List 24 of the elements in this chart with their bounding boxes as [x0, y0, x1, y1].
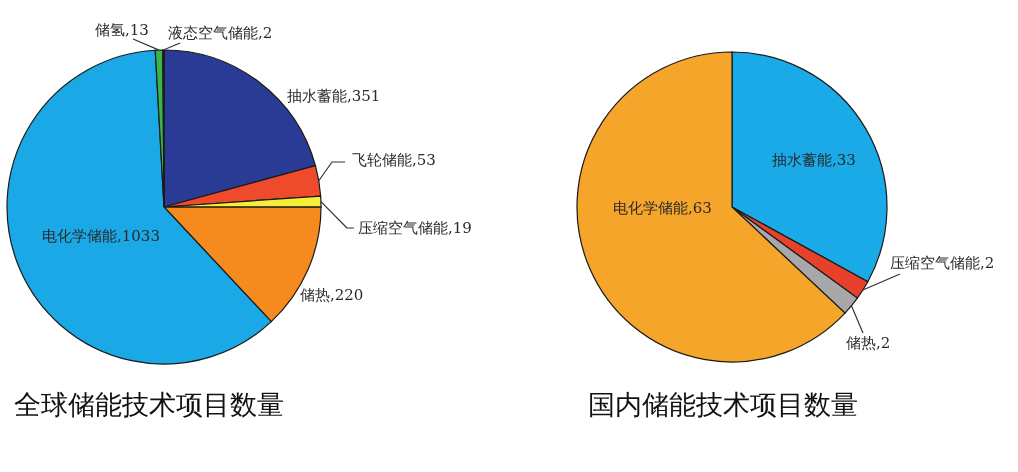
data-label: ,1033 — [117, 227, 160, 245]
slice-label: 抽水蓄能 — [772, 151, 832, 169]
data-label: ,13 — [125, 21, 149, 39]
data-label: ,2 — [258, 24, 273, 42]
data-label: ,19 — [448, 219, 472, 237]
slice-label: 液态空气储能 — [168, 24, 258, 42]
slice-label: 抽水蓄能 — [287, 87, 347, 105]
slice-label: 储氢 — [95, 21, 125, 39]
text: 国内储能技术项目数量 — [588, 388, 858, 422]
text: 全球储能技术项目数量 — [14, 388, 284, 422]
slice-label: 储热 — [846, 334, 876, 352]
slice-label: 电化学储能 — [42, 227, 117, 245]
data-label: ,63 — [688, 199, 712, 217]
data-label: ,33 — [832, 151, 856, 169]
data-label: ,220 — [330, 286, 364, 304]
slice-label: 电化学储能 — [613, 199, 688, 217]
data-label: ,2 — [980, 254, 995, 272]
slice-label: 储热 — [300, 286, 330, 304]
data-label: ,351 — [347, 87, 381, 105]
slice-label: 压缩空气储能 — [358, 219, 448, 237]
slice-label: 飞轮储能 — [352, 151, 412, 169]
data-label: ,2 — [876, 334, 891, 352]
data-label: ,53 — [412, 151, 436, 169]
slice-label: 压缩空气储能 — [890, 254, 980, 272]
